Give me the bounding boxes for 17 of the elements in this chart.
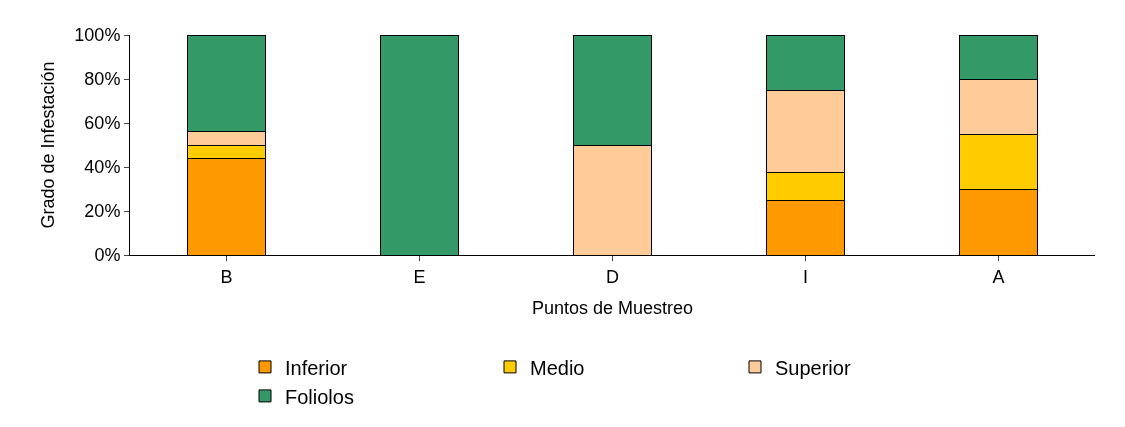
legend-label: Foliolos	[285, 385, 354, 408]
y-tick-label: 100%	[74, 25, 121, 46]
y-axis-title: Grado de Infestación	[37, 61, 58, 229]
y-tick-label: 60%	[84, 113, 121, 134]
x-tick-label: A	[992, 266, 1005, 287]
x-tick-label: D	[606, 266, 619, 287]
x-tick-label: I	[802, 266, 809, 287]
legend-label: Medio	[530, 356, 585, 379]
y-tick-label: 40%	[84, 157, 121, 178]
x-tick-label: E	[413, 266, 426, 287]
x-tick-label: B	[220, 266, 233, 287]
y-tick-label: 80%	[84, 69, 121, 90]
y-tick-label: 20%	[84, 201, 121, 222]
legend-label: Inferior	[285, 356, 348, 379]
legend-label: Superior	[775, 356, 851, 379]
x-axis-title: Puntos de Muestreo	[531, 297, 694, 318]
y-tick-label: 0%	[94, 245, 121, 266]
